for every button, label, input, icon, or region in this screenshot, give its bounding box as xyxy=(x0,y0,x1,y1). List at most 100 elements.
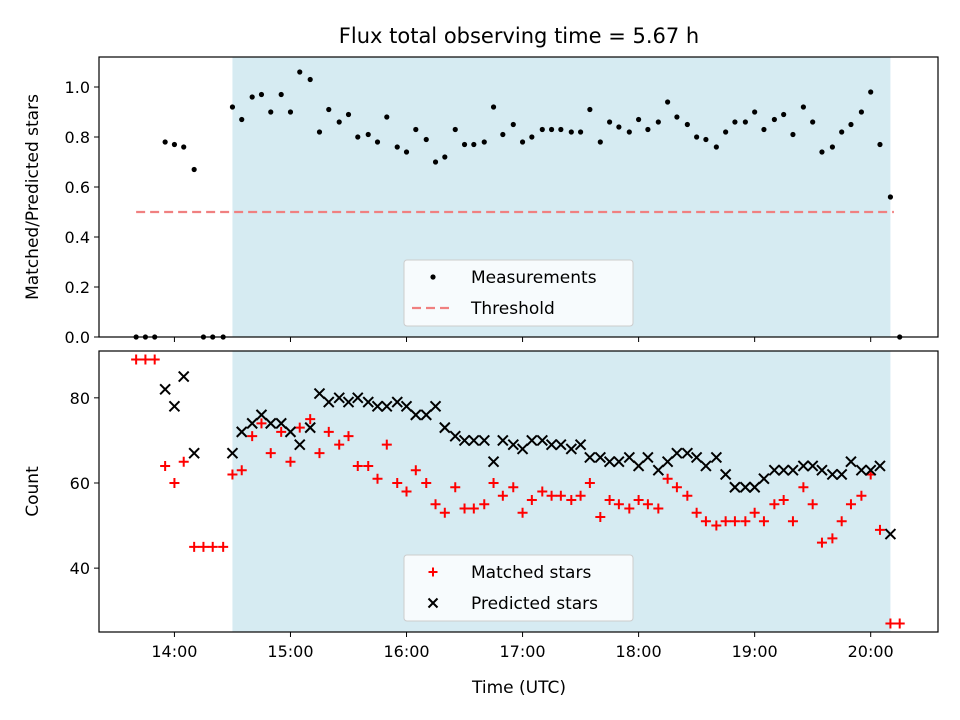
measurements-point xyxy=(771,116,777,123)
predicted-stars-point xyxy=(381,400,393,413)
y-tick-label: 0.4 xyxy=(65,228,90,247)
matched-stars-point xyxy=(584,477,595,488)
predicted-stars-point xyxy=(439,421,451,434)
measurements-point xyxy=(461,141,468,148)
y-tick-label: 40 xyxy=(70,559,90,578)
count-y-axis-label: Count xyxy=(23,466,43,517)
y-tick-label: 0.6 xyxy=(65,178,90,197)
x-tick-label: 19:00 xyxy=(732,642,778,661)
predicted-stars-point xyxy=(294,438,306,451)
predicted-stars-point xyxy=(458,434,471,447)
predicted-stars-point xyxy=(178,370,190,383)
predicted-stars-point xyxy=(400,400,413,413)
measurements-point xyxy=(287,109,294,115)
measurements-point xyxy=(471,141,477,148)
measurements-point xyxy=(810,119,816,125)
measurements-point xyxy=(307,76,313,83)
matched-stars-point xyxy=(285,456,296,467)
measurements-point xyxy=(529,134,535,140)
measurements-point xyxy=(423,136,429,143)
predicted-stars-point xyxy=(420,409,432,421)
predicted-stars-point xyxy=(313,387,326,400)
predicted-stars-point xyxy=(536,434,548,447)
predicted-stars-point xyxy=(777,464,790,476)
ratio-panel: 0.0 0.2 0.4 0.6 0.8 1.0 Matched/Predicted sta… xyxy=(23,56,939,347)
measurements-point xyxy=(442,154,448,160)
measurements-point xyxy=(694,134,700,140)
measurements-point xyxy=(839,129,845,135)
matched-stars-point xyxy=(372,473,383,484)
measurements-point xyxy=(742,119,748,125)
matched-stars-point xyxy=(140,354,151,365)
predicted-stars-point xyxy=(362,396,374,408)
count-axes-frame xyxy=(98,350,939,633)
predicted-stars-point xyxy=(729,481,741,493)
matched-stars-point xyxy=(169,477,180,488)
predicted-stars-point xyxy=(246,417,258,430)
matched-stars-point xyxy=(421,477,432,488)
measurements-point xyxy=(345,111,352,118)
measurements-point xyxy=(626,129,632,135)
ratio-axis-ticks: 0.0 0.2 0.4 0.6 0.8 1.0 xyxy=(65,78,872,347)
predicted-stars-point xyxy=(159,383,171,396)
measurements-point xyxy=(326,106,332,113)
predicted-stars-point xyxy=(284,426,297,438)
predicted-stars-point xyxy=(226,447,239,459)
predicted-stars-point xyxy=(748,481,761,493)
ratio-marks xyxy=(133,69,903,340)
predicted-stars-point xyxy=(681,447,694,459)
matched-stars-point xyxy=(653,503,664,514)
measurements-point xyxy=(800,104,806,110)
matched-stars-point xyxy=(711,520,722,531)
matched-stars-point xyxy=(662,473,673,484)
predicted-stars-point xyxy=(565,443,578,455)
matched-stars-point xyxy=(682,490,693,501)
ratio-y-axis-label: Matched/Predicted stars xyxy=(23,94,43,300)
matched-stars-point xyxy=(575,490,586,501)
predicted-stars-point xyxy=(584,451,596,464)
measurements-point xyxy=(249,94,255,100)
y-tick-label: 0.2 xyxy=(65,278,90,297)
matched-stars-point xyxy=(149,354,160,365)
measurements-point xyxy=(713,144,719,150)
measurements-point xyxy=(587,106,593,113)
predicted-stars-point xyxy=(478,434,490,447)
predicted-stars-point xyxy=(342,396,355,408)
measurements-point xyxy=(403,149,410,155)
legend-marker xyxy=(430,274,436,280)
matched-stars-point xyxy=(546,490,557,501)
measurements-point xyxy=(239,116,245,123)
predicted-stars-point xyxy=(710,451,723,464)
predicted-stars-point xyxy=(671,447,683,459)
measurements-point xyxy=(558,126,564,133)
matched-stars-point xyxy=(352,460,363,471)
matched-stars-point xyxy=(160,460,171,471)
measurements-point xyxy=(877,141,883,148)
matched-stars-point xyxy=(885,618,896,629)
matched-stars-point xyxy=(555,490,566,501)
count-panel: 40 60 80 14:00 15:00 16:00 17:00 18:00 19:00 20:0… xyxy=(23,350,939,661)
x-tick-label: 20:00 xyxy=(848,642,894,661)
predicted-stars-point xyxy=(768,464,781,476)
measurements-point xyxy=(781,111,787,118)
legend-label: Matched stars xyxy=(471,563,591,583)
matched-stars-point xyxy=(450,482,461,493)
measurements-point xyxy=(191,166,197,173)
predicted-stars-point xyxy=(371,400,384,413)
y-tick-label: 80 xyxy=(70,389,90,408)
predicted-stars-point xyxy=(236,426,248,438)
measurements-point xyxy=(171,141,178,148)
measurements-point xyxy=(665,99,671,105)
measurements-point xyxy=(548,126,555,133)
legend-label: Predicted stars xyxy=(471,594,598,614)
matched-stars-point xyxy=(207,541,218,552)
predicted-stars-point xyxy=(594,451,607,464)
measurements-point xyxy=(510,121,516,128)
predicted-stars-point xyxy=(497,434,509,447)
matched-stars-point xyxy=(537,486,548,497)
matched-stars-point xyxy=(334,439,345,450)
measurements-point xyxy=(761,126,767,133)
predicted-stars-point xyxy=(487,455,500,468)
measurements-point xyxy=(490,104,497,110)
